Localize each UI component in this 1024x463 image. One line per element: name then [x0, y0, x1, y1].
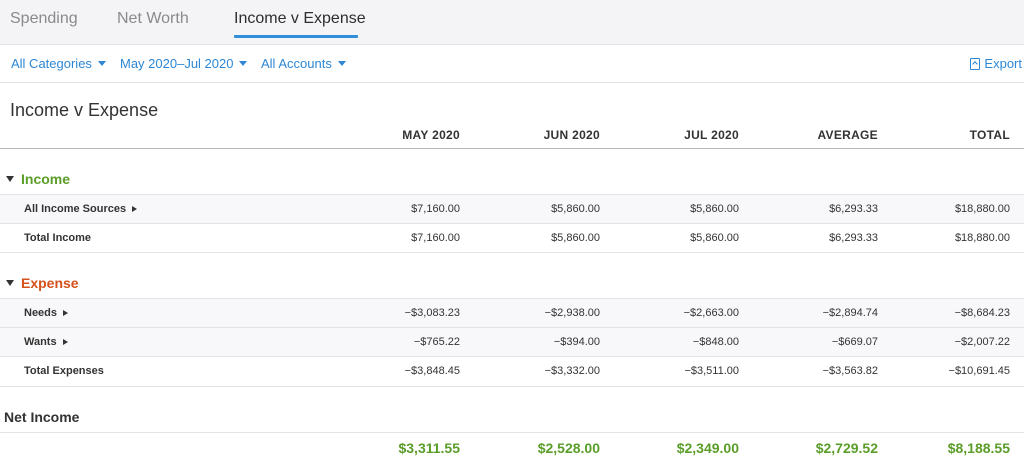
caret-right-icon — [63, 310, 69, 316]
row-label: Needs — [24, 307, 69, 319]
date-range-filter-label: May 2020–Jul 2020 — [120, 56, 234, 71]
caret-down-icon — [6, 280, 14, 286]
column-header-jun-2020: JUN 2020 — [543, 128, 600, 142]
cell-average: −$669.07 — [831, 336, 878, 348]
net-income-jul-2020: $2,349.00 — [676, 440, 739, 456]
table-row-all-income-sources[interactable]: All Income Sources $7,160.00 $5,860.00 $… — [0, 194, 1024, 223]
row-label: Total Expenses — [24, 365, 104, 377]
expense-section-label: Expense — [21, 275, 79, 291]
table-row-total-income: Total Income $7,160.00 $5,860.00 $5,860.… — [0, 223, 1024, 252]
net-income-may-2020: $3,311.55 — [398, 440, 460, 456]
column-header-may-2020: MAY 2020 — [402, 128, 460, 142]
categories-filter-label: All Categories — [11, 56, 92, 71]
chevron-down-icon — [337, 61, 346, 66]
cell-average: −$3,563.82 — [822, 365, 878, 377]
cell-average: −$2,894.74 — [822, 307, 878, 319]
chevron-down-icon — [97, 61, 106, 66]
cell-jun-2020: −$2,938.00 — [544, 307, 600, 319]
cell-may-2020: −$765.22 — [413, 336, 460, 348]
column-header-jul-2020: JUL 2020 — [684, 128, 739, 142]
cell-total: −$2,007.22 — [954, 336, 1010, 348]
row-label-text: All Income Sources — [24, 203, 127, 215]
row-label: Total Income — [24, 232, 92, 244]
income-section-label: Income — [21, 171, 71, 187]
expense-section-toggle[interactable]: Expense — [6, 275, 79, 291]
row-label-text: Wants — [24, 336, 57, 348]
accounts-filter[interactable]: All Accounts — [261, 56, 346, 71]
net-income-average: $2,729.52 — [815, 440, 878, 456]
cell-jun-2020: −$3,332.00 — [544, 365, 600, 377]
page-title: Income v Expense — [10, 100, 159, 120]
tab-income-v-expense[interactable]: Income v Expense — [234, 10, 366, 27]
header-divider — [0, 148, 1024, 149]
cell-jul-2020: $5,860.00 — [690, 232, 739, 244]
export-button[interactable]: Export — [970, 56, 1022, 71]
cell-jul-2020: −$3,511.00 — [684, 365, 739, 377]
caret-right-icon — [62, 339, 68, 345]
column-header-average: AVERAGE — [817, 128, 878, 142]
cell-total: $18,880.00 — [954, 203, 1010, 215]
cell-may-2020: −$3,083.23 — [404, 307, 460, 319]
income-section-toggle[interactable]: Income — [6, 171, 70, 187]
tab-spending[interactable]: Spending — [10, 10, 78, 27]
table-row-needs[interactable]: Needs −$3,083.23 −$2,938.00 −$2,663.00 −… — [0, 298, 1024, 327]
cell-jun-2020: $5,860.00 — [551, 232, 600, 244]
cell-average: $6,293.33 — [829, 232, 878, 244]
caret-right-icon — [132, 206, 138, 212]
accounts-filter-label: All Accounts — [261, 56, 332, 71]
cell-total: −$8,684.23 — [954, 307, 1010, 319]
categories-filter[interactable]: All Categories — [11, 56, 106, 71]
cell-may-2020: $7,160.00 — [411, 203, 460, 215]
cell-average: $6,293.33 — [829, 203, 878, 215]
cell-jun-2020: $5,860.00 — [551, 203, 600, 215]
caret-down-icon — [6, 176, 14, 182]
export-icon — [970, 58, 981, 70]
report-tabs: Spending Net Worth Income v Expense — [0, 0, 1024, 45]
date-range-filter[interactable]: May 2020–Jul 2020 — [120, 56, 248, 71]
row-label: All Income Sources — [24, 203, 138, 215]
export-label: Export — [984, 56, 1022, 71]
net-income-label: Net Income — [4, 409, 80, 425]
column-header-total: TOTAL — [969, 128, 1010, 142]
row-label-text: Needs — [24, 307, 58, 319]
cell-jul-2020: −$848.00 — [692, 336, 739, 348]
tab-net-worth[interactable]: Net Worth — [117, 10, 189, 27]
cell-jul-2020: −$2,663.00 — [683, 307, 739, 319]
row-label: Wants — [24, 336, 68, 348]
cell-total: −$10,691.45 — [948, 365, 1010, 377]
cell-may-2020: −$3,848.45 — [404, 365, 460, 377]
cell-jul-2020: $5,860.00 — [690, 203, 739, 215]
table-row-wants[interactable]: Wants −$765.22 −$394.00 −$848.00 −$669.0… — [0, 327, 1024, 356]
cell-may-2020: $7,160.00 — [411, 232, 460, 244]
cell-total: $18,880.00 — [954, 232, 1010, 244]
net-income-jun-2020: $2,528.00 — [537, 440, 600, 456]
cell-jun-2020: −$394.00 — [553, 336, 600, 348]
active-tab-indicator — [234, 35, 358, 38]
net-income-total: $8,188.55 — [947, 440, 1010, 456]
income-bottom-divider — [0, 252, 1024, 253]
chevron-down-icon — [239, 61, 248, 66]
expense-bottom-divider — [0, 386, 1024, 387]
table-row-total-expenses: Total Expenses −$3,848.45 −$3,332.00 −$3… — [0, 356, 1024, 385]
net-income-divider — [0, 432, 1024, 433]
filter-bar: All Categories May 2020–Jul 2020 All Acc… — [0, 45, 1024, 83]
